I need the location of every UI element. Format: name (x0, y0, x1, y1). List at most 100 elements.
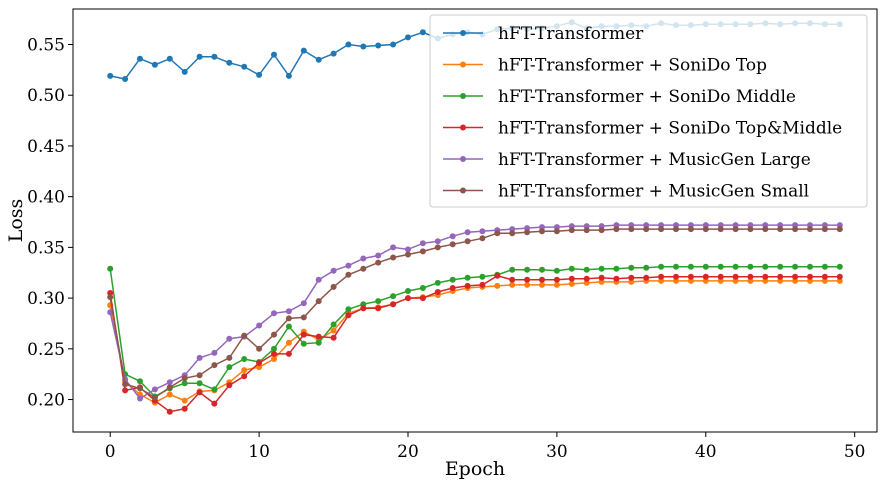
data-point (375, 305, 382, 312)
data-point (539, 276, 545, 283)
data-point (687, 226, 694, 233)
y-tick-label: 0.50 (27, 86, 65, 106)
data-point (271, 356, 277, 362)
data-point (181, 375, 188, 382)
y-tick-label: 0.30 (27, 289, 65, 309)
data-point (717, 273, 724, 280)
data-point (464, 229, 471, 236)
data-point (553, 228, 560, 235)
data-point (807, 277, 813, 284)
data-point (762, 226, 769, 233)
data-point (702, 277, 709, 284)
data-point (673, 263, 679, 270)
data-point (241, 373, 248, 380)
data-point (509, 281, 516, 288)
legend-entry-3: hFT-Transformer + SoniDo Top&Middle (443, 119, 842, 139)
data-point (122, 381, 129, 388)
data-point (285, 339, 292, 346)
data-point (717, 226, 724, 233)
data-point (405, 246, 411, 253)
data-point (330, 283, 337, 290)
data-point (256, 345, 263, 352)
data-point (181, 68, 188, 75)
data-point (583, 279, 590, 286)
data-point (509, 276, 516, 283)
data-point (166, 408, 173, 415)
data-point (330, 327, 337, 334)
data-point (107, 265, 114, 272)
data-point (479, 235, 486, 242)
data-point (479, 228, 486, 235)
data-point (479, 281, 486, 288)
data-point (464, 238, 471, 245)
data-point (196, 389, 203, 396)
data-point (300, 300, 307, 307)
data-point (137, 378, 143, 385)
series-2 (107, 263, 843, 400)
data-point (449, 285, 456, 291)
data-point (330, 334, 337, 341)
data-point (315, 56, 322, 63)
data-point (181, 397, 188, 404)
data-point (256, 360, 263, 366)
legend-marker (460, 124, 466, 131)
data-point (241, 332, 248, 339)
legend-label: hFT-Transformer + SoniDo Middle (498, 87, 796, 107)
data-point (375, 298, 382, 305)
data-point (137, 395, 143, 402)
data-point (524, 276, 531, 283)
data-point (568, 227, 575, 234)
data-point (122, 387, 129, 394)
data-point (345, 306, 352, 313)
data-point (658, 263, 665, 270)
data-point (345, 262, 352, 269)
data-point (256, 364, 263, 371)
axis-layer: 0 10 20 30 40 50 0.20 0.25 0.30 0.35 0.40 0.45 0.50 0… (27, 36, 865, 462)
legend-marker (460, 30, 466, 36)
data-point (330, 50, 337, 57)
data-point (211, 53, 218, 60)
data-point (836, 273, 843, 280)
data-point (687, 263, 694, 270)
data-point (673, 277, 679, 284)
data-point (836, 263, 843, 270)
data-point (434, 289, 441, 295)
data-point (524, 281, 531, 288)
data-point (151, 61, 158, 68)
data-point (568, 280, 575, 287)
data-point (792, 226, 799, 233)
data-point (226, 364, 233, 371)
data-point (509, 266, 516, 273)
data-point (568, 265, 575, 272)
y-axis-label: Loss (5, 199, 27, 243)
data-point (405, 34, 411, 41)
data-point (673, 226, 679, 233)
data-point (256, 71, 263, 78)
data-point (821, 273, 828, 280)
data-point (777, 277, 784, 284)
x-tick-label: 20 (397, 442, 419, 462)
y-tick-label: 0.20 (27, 391, 65, 411)
x-tick-label: 0 (105, 442, 116, 462)
data-point (151, 386, 158, 393)
data-point (315, 298, 322, 305)
data-point (494, 272, 501, 279)
data-point (747, 277, 754, 284)
series-line-4 (109, 224, 840, 400)
y-tick-label: 0.45 (27, 137, 65, 157)
data-point (375, 252, 382, 259)
legend-entry-5: hFT-Transformer + MusicGen Small (443, 182, 809, 202)
data-point (211, 362, 218, 369)
data-point (315, 333, 322, 340)
data-point (509, 226, 516, 233)
series-line-1 (109, 280, 840, 404)
data-point (390, 254, 397, 261)
legend-entry-0: hFT-Transformer (443, 24, 644, 44)
x-tick-label: 50 (844, 442, 866, 462)
data-point (807, 273, 813, 280)
data-point (539, 224, 545, 231)
data-point (792, 277, 799, 284)
data-point (762, 277, 769, 284)
data-point (747, 263, 754, 270)
data-point (539, 281, 545, 288)
